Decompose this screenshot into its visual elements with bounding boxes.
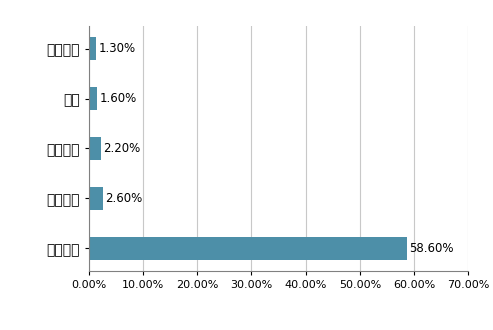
Bar (89, 38, 96, 60)
Text: 2.20%: 2.20% (104, 142, 141, 155)
Bar (89, 87, 98, 110)
Text: 1.60%: 1.60% (100, 92, 138, 105)
Text: 2.60%: 2.60% (106, 192, 143, 205)
Bar (89, 237, 407, 259)
Text: 58.60%: 58.60% (409, 242, 454, 255)
Bar (89, 137, 101, 160)
Bar (89, 187, 103, 210)
Text: 1.30%: 1.30% (99, 42, 136, 55)
